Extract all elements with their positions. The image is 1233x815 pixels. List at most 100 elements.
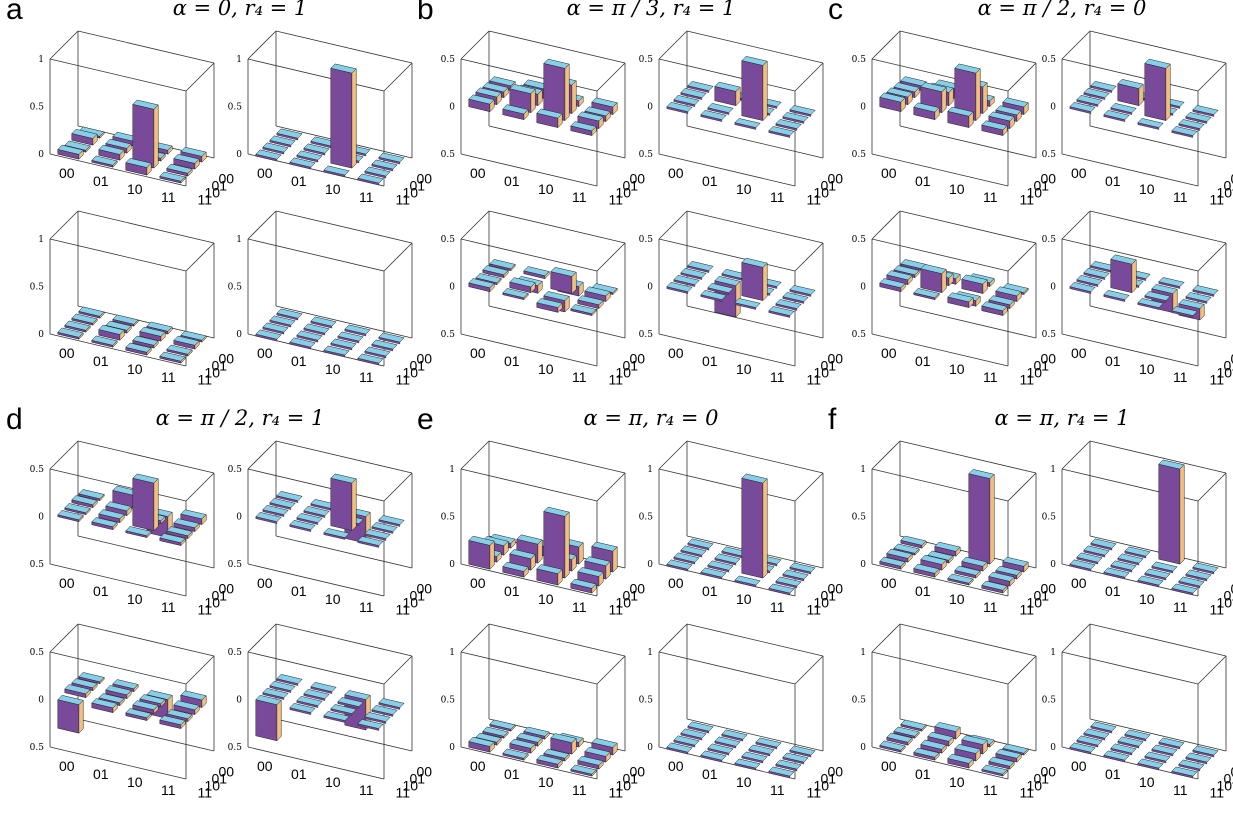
density-bar [789,285,816,297]
z-tick-label: 0 [236,150,242,160]
density-bar [1178,299,1205,321]
x-tick-label: 11 [1173,369,1188,385]
density-bar [64,684,91,699]
box-edge [658,651,796,685]
density-bar [125,526,152,539]
density-bar [768,583,795,596]
x-tick-label: 00 [881,345,897,361]
x-tick-label: 01 [702,766,718,782]
density-bar [489,259,516,272]
y-tick-label: 10 [814,185,830,201]
density-bar [1171,306,1198,318]
box-edge [460,563,598,597]
density-bar [1090,81,1117,93]
box-edge [871,746,1009,780]
density-bar [1076,275,1103,287]
box-edge [460,210,490,240]
density-bar [262,142,289,155]
x-tick-label: 11 [161,782,176,798]
box-edge [686,623,824,657]
y-tick-label: 11 [1020,602,1035,618]
y-tick-label: 10 [205,778,221,794]
box-edge [247,623,277,653]
density-bar [954,565,981,579]
z-tick-label: 0 [1050,743,1056,753]
x-tick-label: 00 [668,758,684,774]
z-tick-label: 0 [449,283,455,293]
x-tick-label: 01 [291,173,307,189]
y-tick-label: 11 [807,372,822,388]
density-bar [900,719,927,732]
y-tick-label: 00 [630,764,646,780]
density-bar [71,313,98,326]
x-tick-label: 01 [702,583,718,599]
density-plot-imag: 1 0.5 0 00 01 10 11 11 10 01 00 [20,210,234,397]
density-bar [1110,560,1137,573]
x-tick-label: 10 [127,774,143,790]
density-bar [289,520,316,532]
density-bar [1069,282,1096,294]
density-bar [1185,112,1212,124]
density-bar [741,473,768,579]
density-bar [323,711,350,723]
panel-title: α = π / 3, r₄ = 1 [566,0,736,20]
box-edge [77,623,215,657]
density-bar [276,491,303,503]
x-tick-label: 10 [949,774,965,790]
box-edge [1061,210,1091,240]
x-tick-label: 01 [702,353,718,369]
y-tick-label: 10 [205,185,221,201]
x-tick-label: 11 [770,599,785,615]
z-tick-label: 0.5 [1042,150,1057,160]
density-bar [502,748,529,761]
density-bar [920,264,947,294]
density-bar [502,104,529,121]
z-tick-label: 0.5 [441,696,456,706]
density-bar [789,105,816,117]
y-tick-label: 10 [1027,595,1043,611]
y-tick-label: 01 [1224,178,1233,194]
y-tick-label: 00 [1231,581,1233,597]
x-tick-label: 01 [1105,173,1121,189]
y-tick-label: 01 [623,771,639,787]
z-tick-label: 0.5 [228,743,243,753]
box-edge [871,210,901,240]
density-plot-imag: 1 0.5 0 00 01 10 11 11 10 01 00 [431,623,645,810]
box-edge [1061,623,1091,653]
y-tick-label: 00 [1231,764,1233,780]
x-tick-label: 10 [1139,774,1155,790]
panel-c: c α = π / 2, r₄ = 0 0.5 0 0.5 00 01 10 11 11 10 0… [822,0,1233,405]
density-bar [330,338,357,351]
density-bar [988,756,1015,770]
y-tick-label: 11 [396,192,411,208]
density-bar [296,150,323,163]
density-bar [337,697,364,709]
density-bar [570,121,597,137]
z-tick-label: 0 [860,560,866,570]
x-tick-label: 01 [291,583,307,599]
x-tick-label: 01 [915,173,931,189]
z-tick-label: 0 [38,513,44,523]
x-tick-label: 11 [359,782,374,798]
box-edge [49,563,187,597]
y-tick-label: 00 [219,581,235,597]
density-bar [1137,575,1164,588]
box-edge [899,125,1037,159]
density-bar [1083,545,1110,558]
box-edge [460,651,598,685]
z-tick-label: 1 [236,55,242,65]
z-tick-label: 1 [236,235,242,245]
y-tick-label: 11 [396,372,411,388]
x-tick-label: 00 [1071,165,1087,181]
z-tick-label: 0 [860,103,866,113]
density-bar [71,128,98,146]
y-tick-label: 01 [212,178,228,194]
x-tick-label: 01 [915,766,931,782]
y-tick-label: 01 [212,358,228,374]
z-tick-label: 0 [38,696,44,706]
z-tick-label: 0.5 [639,150,654,160]
x-tick-label: 10 [1139,361,1155,377]
